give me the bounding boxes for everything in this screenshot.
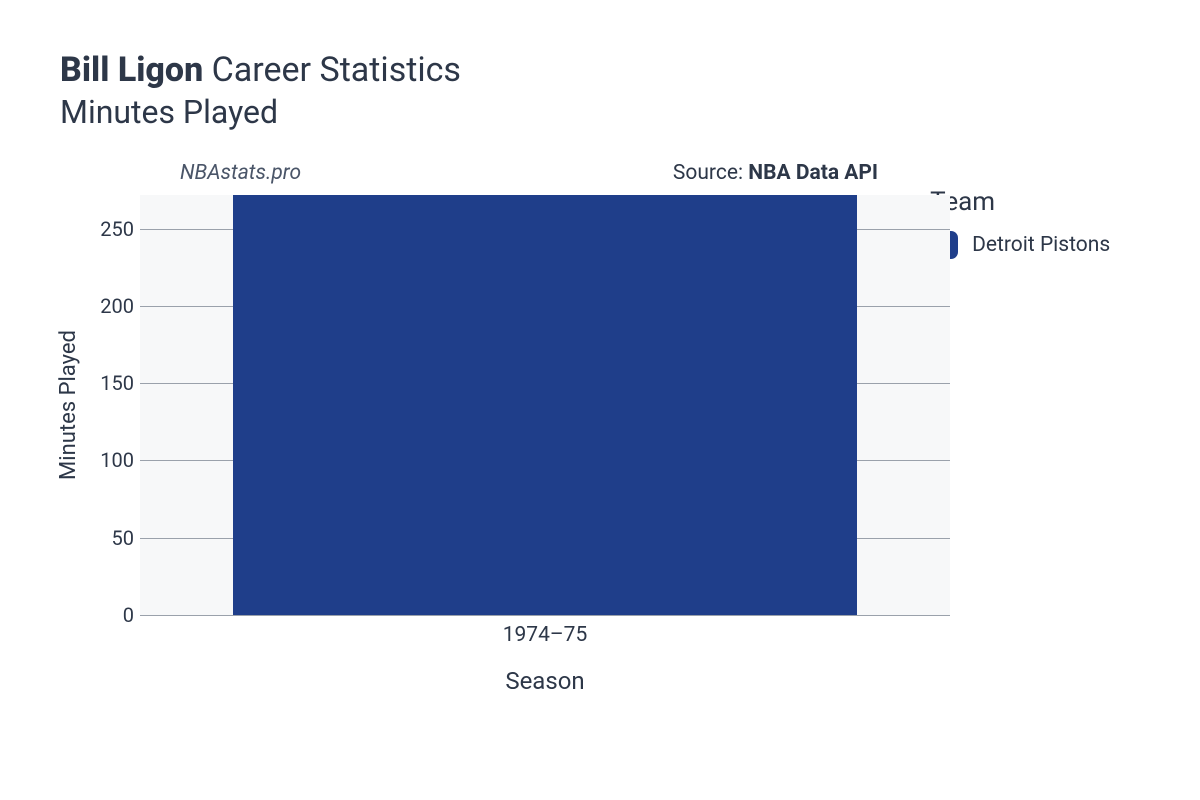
- source-attribution: Source: NBA Data API: [673, 161, 918, 185]
- source-name: NBA Data API: [748, 161, 878, 185]
- player-name: Bill Ligon: [60, 50, 203, 90]
- title-suffix: Career Statistics: [212, 50, 461, 90]
- chart-container: Bill Ligon Career Statistics Minutes Pla…: [0, 0, 1200, 800]
- site-watermark: NBAstats.pro: [140, 161, 301, 185]
- legend: Team Detroit Pistons: [918, 161, 1150, 721]
- chart-title: Bill Ligon Career Statistics: [60, 50, 1150, 91]
- x-axis-label: Season: [140, 667, 950, 695]
- legend-title: Team: [930, 187, 1150, 217]
- y-tick-label: 200: [54, 294, 134, 318]
- legend-item-label: Detroit Pistons: [972, 233, 1110, 257]
- chart-row: NBAstats.pro Source: NBA Data API Minute…: [50, 161, 1150, 721]
- y-axis: 050100150200250: [50, 195, 140, 615]
- y-tick-label: 100: [54, 448, 134, 472]
- y-tick-label: 0: [54, 603, 134, 627]
- y-tick-label: 150: [54, 371, 134, 395]
- meta-row: NBAstats.pro Source: NBA Data API: [140, 161, 918, 195]
- chart-subtitle: Minutes Played: [60, 93, 1150, 131]
- title-block: Bill Ligon Career Statistics Minutes Pla…: [50, 50, 1150, 131]
- legend-item: Detroit Pistons: [930, 231, 1150, 259]
- y-tick-label: 250: [54, 217, 134, 241]
- x-tick-label: 1974–75: [503, 623, 588, 647]
- legend-items: Detroit Pistons: [930, 231, 1150, 259]
- plot-area: [140, 195, 950, 615]
- chart-area: NBAstats.pro Source: NBA Data API Minute…: [50, 161, 918, 721]
- bar: [233, 195, 857, 615]
- grid-line: [140, 615, 950, 616]
- source-prefix: Source:: [673, 161, 748, 185]
- y-tick-label: 50: [54, 526, 134, 550]
